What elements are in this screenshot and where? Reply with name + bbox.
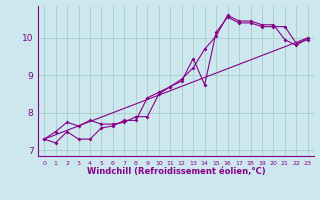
X-axis label: Windchill (Refroidissement éolien,°C): Windchill (Refroidissement éolien,°C) <box>87 167 265 176</box>
